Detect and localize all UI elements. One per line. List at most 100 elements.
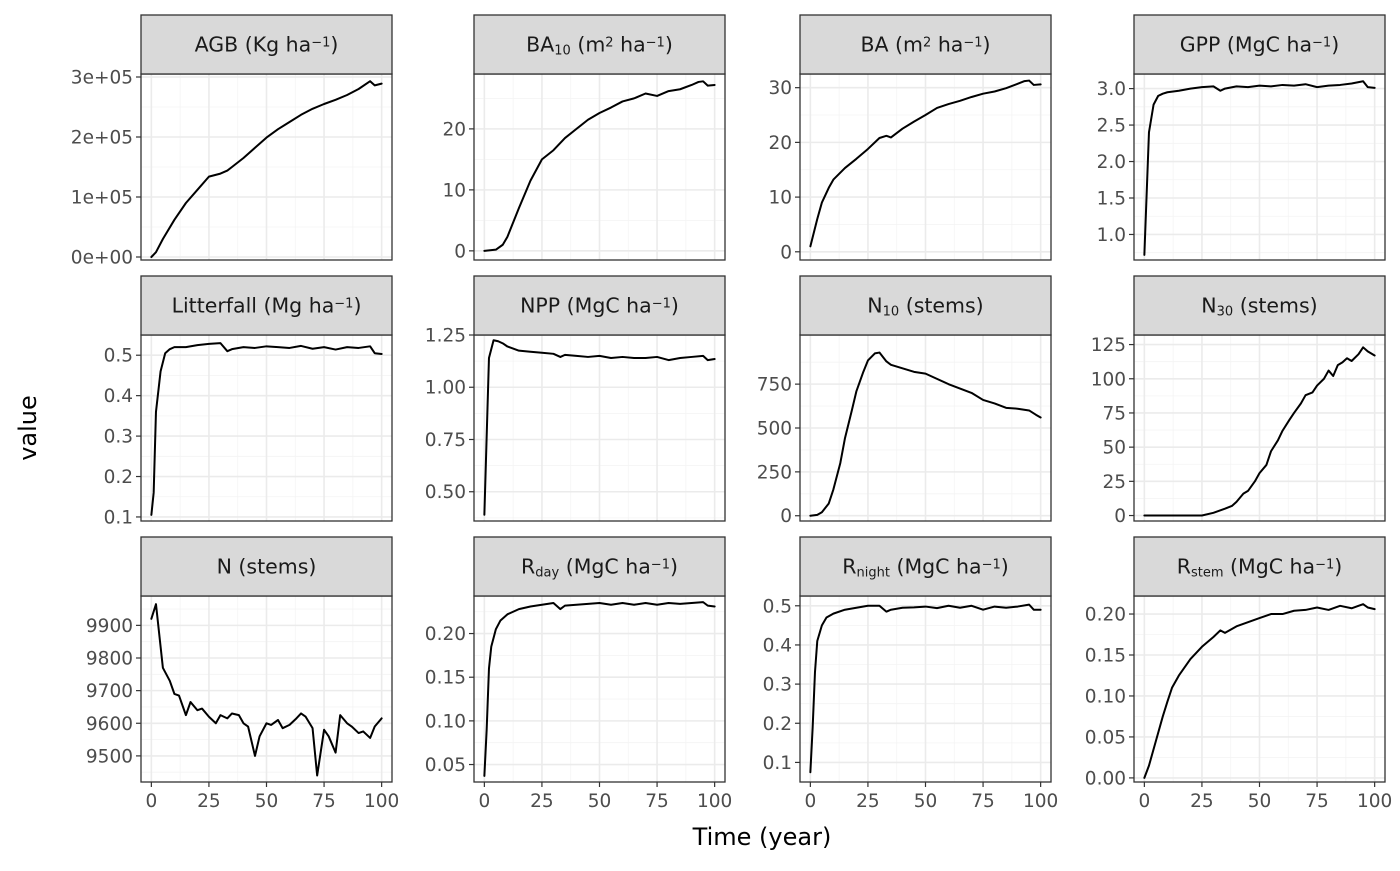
y-tick-label: 0.10 [1085,686,1126,707]
series-line [809,79,1042,248]
facet-strip-label: GPP (MgC ha−1) [1180,33,1339,57]
y-axis-title: value [14,395,42,461]
y-tick-label: 25 [1102,472,1126,493]
y-tick-label: 1.5 [1097,189,1126,210]
y-tick-label: 500 [757,419,792,440]
series-line [150,80,383,258]
facet-strip [1133,275,1386,336]
y-tick-label: 9600 [86,714,133,735]
y-tick-label: 3.0 [1097,79,1126,100]
facet-strip [799,14,1052,75]
facet-strip-label: NPP (MgC ha−1) [520,294,679,318]
y-tick-label: 1.0 [1097,225,1126,246]
facet-panel: Litterfall (Mg ha−1) 0.1 0.2 0.3 0.4 0.5 [104,275,393,528]
y-tick-label: 750 [757,375,792,396]
y-tick-label: 10 [768,188,792,209]
y-tick-label: 0.50 [425,482,466,503]
x-tick-label: 100 [697,791,732,812]
facet-panel: NPP (MgC ha−1) 0.50 0.75 1.00 1.25 [425,275,726,522]
x-tick-label: 0 [804,791,816,812]
y-tick-label: 9800 [86,649,133,670]
y-tick-label: 0.05 [425,755,466,776]
y-tick-label: 9700 [86,681,133,702]
facet-strip [473,536,726,597]
x-tick-label: 0 [1138,791,1150,812]
y-tick-label: 1.25 [425,326,466,347]
x-tick-label: 0 [145,791,157,812]
x-tick-label: 75 [971,791,995,812]
y-tick-label: 2.0 [1097,152,1126,173]
series-line [809,603,1042,774]
y-tick-label: 2e+05 [71,128,133,149]
facet-panel: GPP (MgC ha−1) 1.0 1.5 2.0 2.5 3.0 [1097,14,1386,261]
facet-strip [799,275,1052,336]
y-tick-label: 75 [1102,403,1126,424]
facet-panel: Rstem (MgC ha−1) 0.00 0.05 0.10 0.15 0.20 0 25 5… [1085,536,1392,812]
facet-strip [140,536,393,597]
facet-strip-label: N30 (stems) [1201,294,1317,320]
facet-panel: BA10 (m2 ha−1) 0 10 20 [442,14,726,262]
y-tick-label: 0.5 [104,346,133,367]
y-tick-label: 100 [1091,369,1126,390]
series-line [809,351,1042,517]
x-tick-label: 100 [364,791,399,812]
facet-panel: AGB (Kg ha−1) 0e+00 1e+05 2e+05 3e+05 [71,14,393,269]
y-tick-label: 0 [780,242,792,263]
x-tick-label: 75 [645,791,669,812]
facet-strip [1133,14,1386,75]
x-tick-label: 50 [588,791,612,812]
x-tick-label: 0 [478,791,490,812]
facet-strip-label: AGB (Kg ha−1) [195,33,339,57]
y-tick-label: 20 [768,133,792,154]
x-axis-title: Time (year) [692,823,832,851]
y-tick-label: 0.20 [1085,605,1126,626]
y-tick-label: 3e+05 [71,68,133,89]
y-tick-label: 0.00 [1085,768,1126,789]
y-tick-label: 0 [1114,506,1126,527]
panels-layer: AGB (Kg ha−1) 0e+00 1e+05 2e+05 3e+05 BA10 (m… [71,14,1392,812]
facet-strip-label: BA10 (m2 ha−1) [526,33,673,59]
series-line [483,80,716,252]
x-tick-label: 100 [1023,791,1058,812]
facet-strip [799,536,1052,597]
y-tick-label: 9500 [86,746,133,767]
y-tick-label: 125 [1091,335,1126,356]
y-tick-label: 10 [442,180,466,201]
series-line [483,339,716,516]
y-tick-label: 250 [757,462,792,483]
facet-strip [1133,536,1386,597]
y-tick-label: 0.1 [104,507,133,528]
y-tick-label: 0.3 [763,675,792,696]
x-tick-label: 100 [1357,791,1392,812]
y-tick-label: 30 [768,78,792,99]
y-tick-label: 0.5 [763,596,792,617]
y-tick-label: 0.05 [1085,727,1126,748]
facet-panel: N10 (stems) 0 250 500 750 [757,275,1052,527]
facet-panel: Rday (MgC ha−1) 0.05 0.10 0.15 0.20 0 25 50 75 10… [425,536,732,812]
y-tick-label: 0.1 [763,753,792,774]
facet-panel: N30 (stems) 0 25 50 75 100 125 [1091,275,1386,527]
series-line [1143,80,1376,256]
facet-strip-label: BA (m2 ha−1) [860,33,990,57]
y-tick-label: 0.20 [425,624,466,645]
y-tick-label: 0.10 [425,711,466,732]
x-tick-label: 75 [312,791,336,812]
facet-strip-label: Litterfall (Mg ha−1) [172,294,362,318]
facet-panel: Rnight (MgC ha−1) 0.1 0.2 0.3 0.4 0.5 0 25 50 75 1… [763,536,1058,812]
x-tick-label: 50 [914,791,938,812]
facet-strip [473,275,726,336]
facet-strip [140,14,393,75]
x-tick-label: 75 [1305,791,1329,812]
y-tick-label: 0.2 [763,714,792,735]
facet-panel: BA (m2 ha−1) 0 10 20 30 [768,14,1052,263]
y-tick-label: 1e+05 [71,188,133,209]
y-tick-label: 2.5 [1097,116,1126,137]
x-tick-label: 25 [197,791,221,812]
facet-strip-label: Rday (MgC ha−1) [521,555,678,581]
x-tick-label: 50 [1248,791,1272,812]
y-tick-label: 0.4 [763,635,792,656]
x-tick-label: 25 [530,791,554,812]
series-line [150,342,383,516]
